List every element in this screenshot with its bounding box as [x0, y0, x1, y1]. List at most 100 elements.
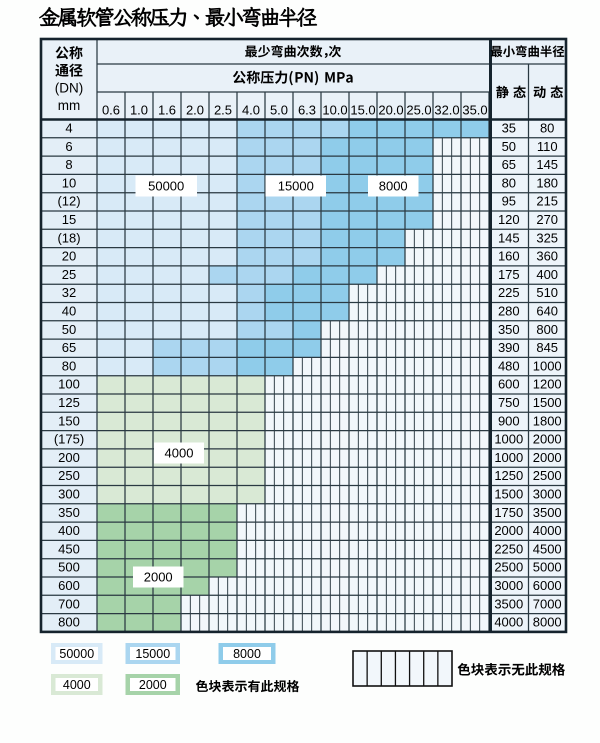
svg-text:160: 160 — [498, 249, 520, 264]
svg-text:1000: 1000 — [533, 358, 562, 373]
svg-text:2.0: 2.0 — [186, 103, 204, 118]
svg-text:35: 35 — [502, 121, 516, 136]
svg-text:3000: 3000 — [533, 487, 562, 502]
svg-text:300: 300 — [58, 487, 80, 502]
svg-text:145: 145 — [536, 157, 558, 172]
svg-text:6.3: 6.3 — [298, 103, 316, 118]
svg-text:450: 450 — [58, 541, 80, 556]
svg-text:1800: 1800 — [533, 413, 562, 428]
svg-text:3000: 3000 — [494, 578, 523, 593]
svg-text:3500: 3500 — [533, 505, 562, 520]
svg-text:500: 500 — [58, 560, 80, 575]
svg-text:600: 600 — [498, 377, 520, 392]
svg-text:480: 480 — [498, 358, 520, 373]
svg-text:4500: 4500 — [533, 541, 562, 556]
svg-text:15000: 15000 — [135, 647, 170, 661]
svg-text:80: 80 — [540, 121, 554, 136]
svg-text:1750: 1750 — [494, 505, 523, 520]
svg-text:50000: 50000 — [148, 179, 184, 194]
svg-text:150: 150 — [58, 413, 80, 428]
svg-text:200: 200 — [58, 450, 80, 465]
svg-text:65: 65 — [62, 340, 76, 355]
svg-text:15.0: 15.0 — [350, 103, 375, 118]
svg-text:2500: 2500 — [494, 560, 523, 575]
svg-text:110: 110 — [537, 139, 558, 154]
svg-text:900: 900 — [498, 413, 520, 428]
svg-text:2000: 2000 — [139, 678, 167, 692]
svg-text:350: 350 — [498, 322, 520, 337]
svg-text:325: 325 — [536, 230, 558, 245]
svg-text:(12): (12) — [57, 194, 80, 209]
svg-text:32.0: 32.0 — [434, 103, 459, 118]
svg-text:32: 32 — [62, 285, 76, 300]
svg-text:4: 4 — [65, 121, 72, 136]
svg-text:8000: 8000 — [533, 615, 562, 630]
svg-text:390: 390 — [498, 340, 520, 355]
svg-text:6000: 6000 — [533, 578, 562, 593]
svg-text:800: 800 — [58, 615, 80, 630]
svg-text:50: 50 — [62, 322, 76, 337]
svg-text:25.0: 25.0 — [406, 103, 431, 118]
svg-text:2.5: 2.5 — [214, 103, 232, 118]
svg-text:4000: 4000 — [494, 615, 523, 630]
svg-text:100: 100 — [58, 377, 80, 392]
svg-text:50: 50 — [502, 139, 516, 154]
svg-text:10: 10 — [62, 175, 76, 190]
svg-text:(175): (175) — [54, 432, 84, 447]
svg-text:280: 280 — [498, 304, 520, 319]
svg-text:7000: 7000 — [533, 596, 562, 611]
svg-text:8: 8 — [65, 157, 72, 172]
svg-text:640: 640 — [536, 304, 558, 319]
svg-text:400: 400 — [536, 267, 558, 282]
svg-text:1.6: 1.6 — [158, 103, 176, 118]
svg-text:1000: 1000 — [494, 450, 523, 465]
svg-text:8000: 8000 — [233, 647, 261, 661]
svg-text:600: 600 — [58, 578, 80, 593]
svg-text:1500: 1500 — [533, 395, 562, 410]
svg-text:4.0: 4.0 — [242, 103, 260, 118]
svg-text:270: 270 — [536, 212, 558, 227]
svg-text:2000: 2000 — [144, 570, 173, 585]
svg-text:80: 80 — [502, 175, 516, 190]
svg-text:250: 250 — [58, 468, 80, 483]
svg-text:120: 120 — [498, 212, 520, 227]
svg-text:180: 180 — [536, 175, 558, 190]
svg-text:20: 20 — [62, 249, 76, 264]
svg-text:510: 510 — [536, 285, 558, 300]
svg-text:400: 400 — [58, 523, 80, 538]
svg-text:80: 80 — [62, 358, 76, 373]
svg-text:125: 125 — [58, 395, 80, 410]
svg-text:225: 225 — [498, 285, 520, 300]
svg-text:20.0: 20.0 — [378, 103, 403, 118]
svg-text:750: 750 — [498, 395, 520, 410]
svg-text:mm: mm — [58, 98, 81, 113]
svg-text:1000: 1000 — [494, 432, 523, 447]
svg-text:15: 15 — [62, 212, 76, 227]
svg-text:6: 6 — [65, 139, 72, 154]
svg-text:1250: 1250 — [494, 468, 523, 483]
svg-text:5000: 5000 — [533, 560, 562, 575]
svg-text:2000: 2000 — [494, 523, 523, 538]
svg-text:1500: 1500 — [494, 487, 523, 502]
svg-text:700: 700 — [58, 596, 80, 611]
svg-text:4000: 4000 — [63, 678, 91, 692]
svg-text:8000: 8000 — [379, 179, 408, 194]
svg-text:0.6: 0.6 — [102, 103, 120, 118]
svg-text:10.0: 10.0 — [322, 103, 347, 118]
svg-text:1.0: 1.0 — [130, 103, 148, 118]
svg-text:50000: 50000 — [59, 647, 94, 661]
svg-text:4000: 4000 — [533, 523, 562, 538]
svg-text:40: 40 — [62, 304, 76, 319]
svg-text:25: 25 — [62, 267, 76, 282]
svg-text:145: 145 — [498, 230, 520, 245]
svg-text:360: 360 — [536, 249, 558, 264]
svg-text:2500: 2500 — [533, 468, 562, 483]
svg-text:(18): (18) — [57, 230, 80, 245]
svg-text:15000: 15000 — [278, 179, 314, 194]
svg-text:65: 65 — [502, 157, 516, 172]
svg-text:350: 350 — [58, 505, 80, 520]
svg-text:(DN): (DN) — [55, 81, 84, 96]
svg-text:845: 845 — [536, 340, 558, 355]
svg-text:1200: 1200 — [533, 377, 562, 392]
svg-text:800: 800 — [536, 322, 558, 337]
